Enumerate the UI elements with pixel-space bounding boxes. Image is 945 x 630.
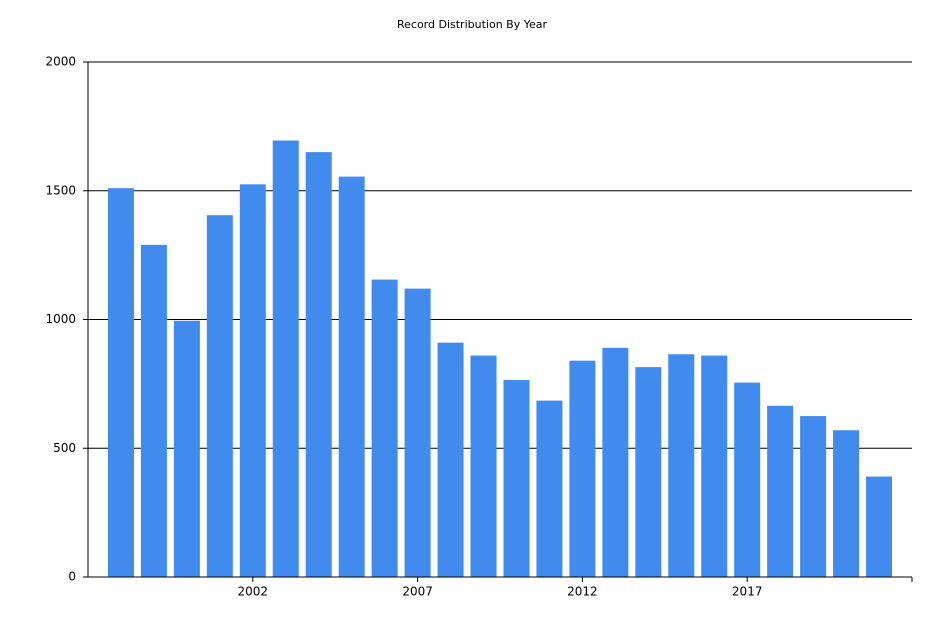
bar (437, 342, 464, 577)
bar (371, 279, 398, 577)
bar (239, 184, 266, 577)
x-tick-label: 2007 (402, 585, 433, 599)
bar (701, 355, 728, 577)
y-tick-label: 1000 (45, 312, 76, 326)
bar (206, 215, 233, 577)
bar (305, 152, 332, 577)
bar (866, 476, 893, 577)
x-tick-label: 2002 (238, 585, 269, 599)
bar (536, 400, 563, 577)
bar (734, 382, 761, 577)
bar (503, 380, 530, 577)
bar (767, 405, 794, 577)
bar (140, 244, 167, 577)
y-tick-label: 0 (68, 570, 76, 584)
y-tick-label: 1500 (45, 183, 76, 197)
y-tick-label: 2000 (45, 55, 76, 69)
bar (173, 320, 200, 577)
bar (470, 355, 497, 577)
y-tick-label: 500 (53, 441, 76, 455)
bar (107, 188, 134, 578)
bar (272, 140, 299, 577)
bar (668, 354, 695, 577)
chart-title: Record Distribution By Year (397, 18, 547, 31)
x-tick-label: 2012 (567, 585, 598, 599)
bar (404, 288, 431, 577)
bar (602, 347, 629, 577)
x-tick-label: 2017 (732, 585, 763, 599)
bar (569, 360, 596, 577)
bar (800, 416, 827, 577)
bar (338, 176, 365, 577)
bar (833, 430, 860, 577)
bar (635, 367, 662, 577)
